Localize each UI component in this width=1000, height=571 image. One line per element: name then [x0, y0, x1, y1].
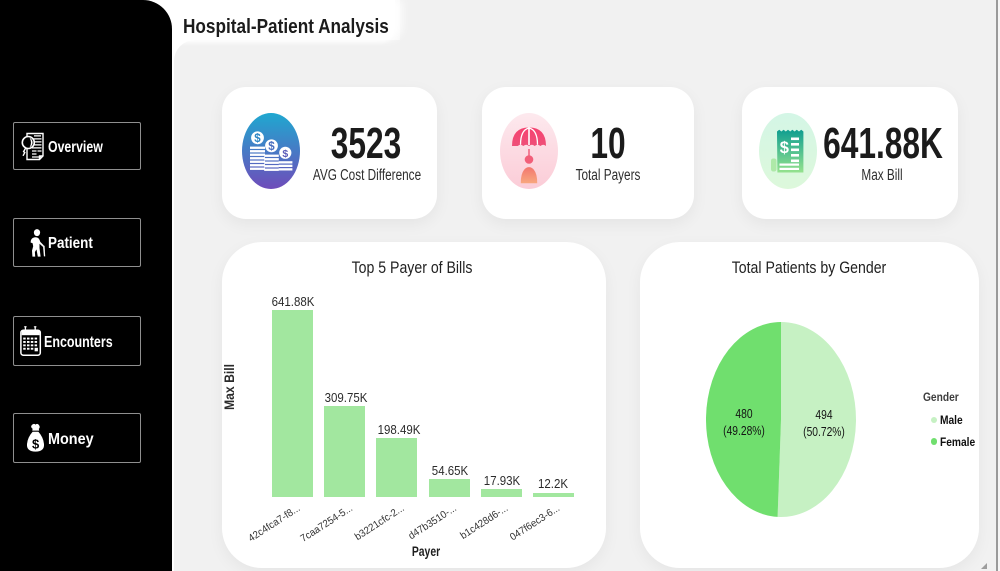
svg-text:$: $ — [31, 436, 39, 451]
svg-text:$: $ — [780, 139, 789, 157]
svg-text:$: $ — [282, 148, 288, 160]
svg-text:$: $ — [254, 133, 261, 145]
svg-text:$: $ — [268, 141, 275, 153]
